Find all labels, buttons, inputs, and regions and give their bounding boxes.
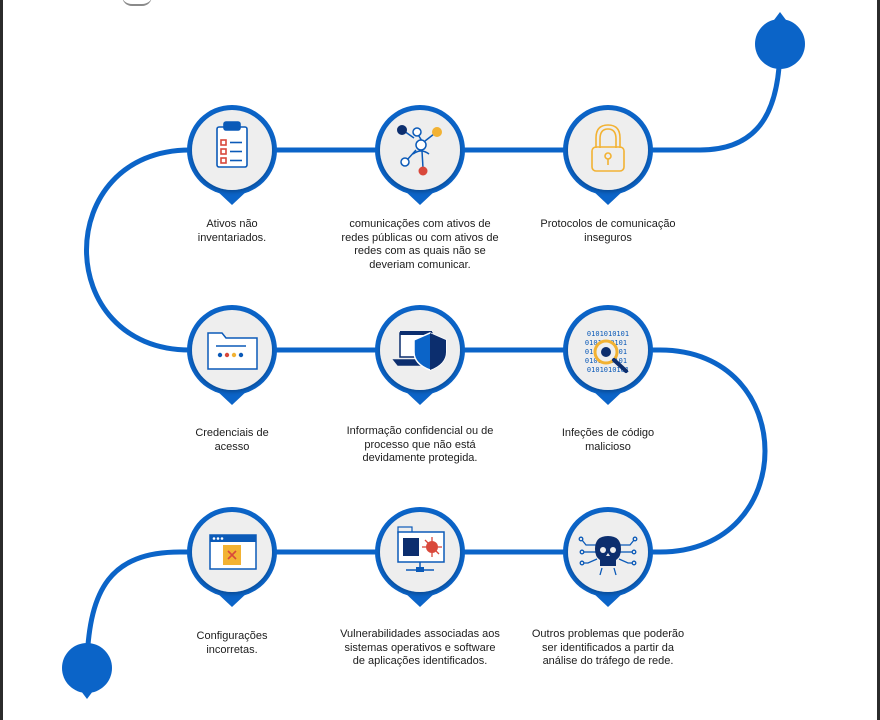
step-node-8 [375,507,465,607]
step-node-9 [563,507,653,607]
step-node-6: 0101010101 0101010101 0101010101 0101010… [563,305,653,405]
step-label-8: Vulnerabilidades associadas aos sistemas… [340,628,500,667]
end-circle-top [755,12,805,69]
clipboard-checklist-icon [216,121,248,168]
binary-text: 0101010101 [587,366,629,374]
network-nodes-icon [397,125,442,176]
step-label-3: Protocolos de comunicação inseguros [540,218,676,244]
step-label-7: Configurações incorretas. [196,630,268,656]
step-label-5: Informação confidencial ou de processo q… [346,425,494,464]
binary-bug-magnifier-icon: 0101010101 0101010101 0101010101 0101010… [585,330,629,374]
step-label-9: Outros problemas que poderão ser identif… [531,628,685,667]
step-node-1 [187,105,277,205]
step-node-3 [563,105,653,205]
folder-password-icon [207,332,258,370]
step-node-2 [375,105,465,205]
path-left-bend-1 [84,147,223,353]
step-label-4: Credenciais de acesso [195,427,269,453]
laptop-shield-icon [392,331,447,371]
top-fragment [122,0,152,6]
right-border [877,0,880,720]
browser-window-error-icon [209,534,257,570]
virus-monitor-icon [397,526,445,572]
lock-icon [591,124,625,172]
path-right-bend [617,347,768,555]
step-label-1: Ativos não inventariados. [197,218,267,244]
end-circle-bottom [62,643,112,699]
step-label-6: Infeções de código malicioso [561,427,655,453]
step-node-7 [187,507,277,607]
binary-text: 0101010101 [587,330,629,338]
step-node-4 [187,305,277,405]
skull-circuit-icon [578,536,638,576]
step-label-2: comunicações com ativos de redes pública… [341,218,499,271]
step-node-5 [375,305,465,405]
path-bottom-exit [84,549,223,663]
left-border [0,0,3,720]
